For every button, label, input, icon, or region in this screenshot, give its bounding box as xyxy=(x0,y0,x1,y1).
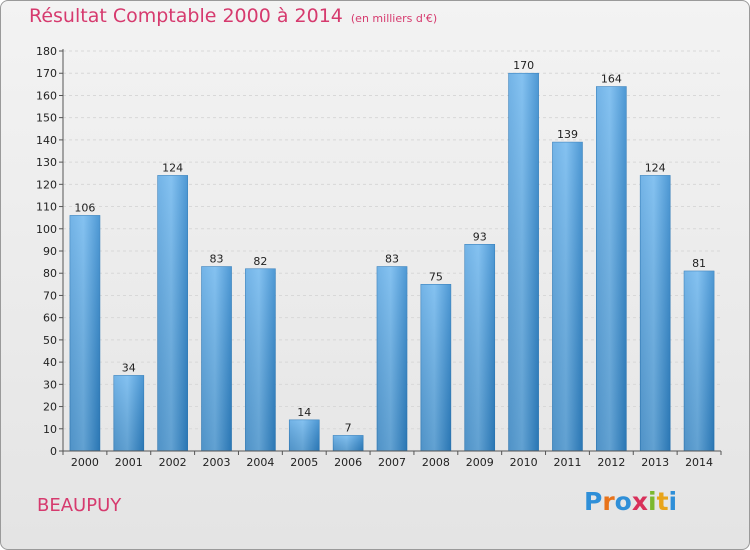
place-name: BEAUPUY xyxy=(37,495,122,516)
y-axis: 0 10 20 30 40 50 60 70 80 90 100 110 120 130 140 150 160… xyxy=(36,45,64,458)
bar-value-label: 83 xyxy=(210,253,224,266)
y-tick-label: 10 xyxy=(43,423,57,436)
title-subtitle: (en milliers d'€) xyxy=(350,12,438,25)
title-text: Résultat Comptable 2000 à 2014 xyxy=(29,5,343,27)
x-tick-label: 2010 xyxy=(510,456,538,469)
y-tick-label: 90 xyxy=(43,245,57,258)
bar-shade xyxy=(201,266,232,451)
bar-value-label: 82 xyxy=(253,255,267,268)
y-tick-label: 20 xyxy=(43,401,57,414)
y-tick-label: 70 xyxy=(43,289,57,302)
y-tick-label: 80 xyxy=(43,267,57,280)
x-tick-label: 2013 xyxy=(641,456,669,469)
y-tick-label: 150 xyxy=(36,112,57,125)
logo-letter: r xyxy=(602,487,615,516)
bar-value-label: 139 xyxy=(557,128,578,141)
x-tick-label: 2012 xyxy=(597,456,625,469)
x-tick-label: 2000 xyxy=(71,456,99,469)
y-tick-label: 160 xyxy=(36,89,57,102)
y-tick-label: 110 xyxy=(36,201,57,214)
bar-shade xyxy=(69,215,100,451)
y-tick-label: 60 xyxy=(43,312,57,325)
bar-value-label: 164 xyxy=(601,73,622,86)
bar-value-label: 170 xyxy=(513,59,534,72)
y-tick-label: 50 xyxy=(43,334,57,347)
proxiti-logo: Proxiti xyxy=(584,487,677,516)
bar-value-label: 34 xyxy=(122,361,136,374)
logo-letter: t xyxy=(656,487,669,516)
bar-value-label: 93 xyxy=(473,230,487,243)
bar-shade xyxy=(596,86,627,452)
y-tick-label: 120 xyxy=(36,178,57,191)
bar-shade xyxy=(377,266,407,451)
bar-shade xyxy=(640,175,671,451)
bar-value-label: 83 xyxy=(385,253,399,266)
y-tick-label: 130 xyxy=(36,156,57,169)
y-tick-label: 40 xyxy=(43,356,57,369)
x-axis: 2000 2001 2002 2003 2004 2005 2006 2007 2008 2009… xyxy=(62,450,722,469)
bar-value-label: 106 xyxy=(74,201,95,214)
bar-value-label: 7 xyxy=(345,421,352,434)
chart-title: Résultat Comptable 2000 à 2014 (en millie… xyxy=(29,5,437,27)
logo-letter: i xyxy=(648,487,657,516)
logo-letter: x xyxy=(631,487,648,516)
bar-shade xyxy=(113,375,144,451)
bar-shade xyxy=(552,142,583,451)
y-tick-label: 0 xyxy=(50,445,57,458)
bar-shade xyxy=(464,244,495,451)
bar-shade xyxy=(508,73,539,451)
x-tick-label: 2004 xyxy=(246,456,274,469)
bar-shade xyxy=(420,284,451,451)
logo-letter: i xyxy=(668,487,678,516)
y-tick-label: 170 xyxy=(36,67,57,80)
x-tick-label: 2009 xyxy=(466,456,494,469)
bar-value-label: 14 xyxy=(297,406,311,419)
x-tick-label: 2014 xyxy=(685,456,713,469)
x-tick-label: 2001 xyxy=(115,456,143,469)
bar-shade xyxy=(245,268,276,451)
y-tick-label: 30 xyxy=(43,378,57,391)
logo-letter: P xyxy=(584,487,603,516)
bar-value-label: 124 xyxy=(162,161,183,174)
y-tick-label: 140 xyxy=(36,134,57,147)
bar-value-label: 81 xyxy=(692,257,706,270)
bar-value-label: 75 xyxy=(429,270,443,283)
bars: 106 34 124 83 82 14 7 83 75 93 170 139 164 124 81 xyxy=(69,59,715,452)
x-tick-label: 2003 xyxy=(203,456,231,469)
bar-shade xyxy=(289,419,320,451)
x-tick-label: 2008 xyxy=(422,456,450,469)
bar-shade xyxy=(333,435,364,451)
x-tick-label: 2011 xyxy=(553,456,581,469)
y-tick-label: 100 xyxy=(36,223,57,236)
x-tick-label: 2006 xyxy=(334,456,362,469)
x-tick-label: 2002 xyxy=(159,456,187,469)
bar-shade xyxy=(684,271,715,451)
x-tick-label: 2007 xyxy=(378,456,406,469)
x-tick-label: 2005 xyxy=(290,456,318,469)
y-tick-label: 180 xyxy=(36,45,57,58)
bar-value-label: 124 xyxy=(645,161,666,174)
bar-shade xyxy=(157,175,188,451)
logo-letter: o xyxy=(614,487,632,516)
